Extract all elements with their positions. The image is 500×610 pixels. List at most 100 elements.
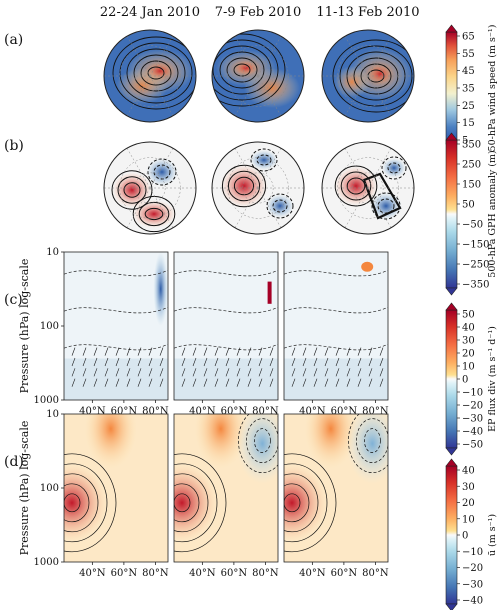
colorbar-tick-label: 10: [462, 362, 475, 373]
colorbar-tick-label: −150: [462, 240, 489, 251]
polar-border: [211, 141, 305, 235]
anomaly-contour: [123, 182, 141, 198]
x-tick-label: 80°N: [142, 568, 169, 579]
divergence-spot: [361, 261, 374, 272]
ep-flux-arrow: [214, 347, 219, 356]
height-contour: [332, 39, 414, 113]
height-contour: [212, 33, 286, 107]
polar-vortex-region: [194, 414, 247, 469]
anomaly-contour: [132, 195, 176, 233]
colorbar-tick-label: −30: [462, 414, 483, 425]
ep-flux-arrow: [203, 378, 208, 387]
height-contour: [226, 57, 258, 83]
divergence-contour: [284, 306, 388, 314]
section-panel: 40°N 60°N 80°N: [283, 413, 389, 579]
easterly-region: [236, 414, 278, 484]
ep-flux-arrow: [335, 357, 340, 367]
x-tick-label: 80°N: [252, 406, 279, 417]
polar-border: [211, 29, 305, 123]
colorbar-tick-label: 15: [462, 118, 475, 129]
ep-flux-arrow: [159, 357, 164, 367]
anomaly-contour: [340, 171, 372, 201]
ep-flux-arrow: [126, 368, 131, 377]
ep-flux-arrow: [225, 368, 230, 377]
wind-contour: [64, 453, 117, 553]
x-tick-label: 60°N: [111, 406, 138, 417]
ep-flux-arrow: [137, 368, 142, 377]
ep-flux-arrow: [126, 378, 131, 387]
colorbar-tick-label: −10: [462, 547, 483, 558]
wind-contour: [64, 483, 90, 523]
ep-flux-arrow: [115, 378, 120, 387]
divergence-contour: [284, 269, 388, 277]
polar-panel: [211, 29, 305, 123]
anomaly-contour: [221, 164, 267, 208]
anomaly-contour-negative: [272, 199, 288, 213]
ep-flux-arrow: [93, 378, 98, 387]
colorbar-tick-label: 45: [462, 66, 475, 77]
y-tick-label: 100: [40, 321, 59, 332]
colorbar-tick-label: −250: [462, 260, 489, 271]
colorbar-tick-label: −50: [462, 440, 483, 451]
latitude-circle: [242, 172, 274, 204]
height-contour: [126, 48, 186, 98]
colorbar-tick-label: 65: [462, 32, 475, 43]
latitude-circle: [352, 172, 384, 204]
ep-flux-arrow: [126, 347, 131, 356]
ep-flux-arrow: [302, 357, 307, 367]
x-tick-label: 40°N: [189, 406, 216, 417]
ep-flux-arrow: [357, 378, 362, 387]
polar-vortex-region: [84, 414, 137, 469]
wind-contour: [174, 463, 218, 543]
y-tick-label: 10: [46, 247, 59, 258]
ep-flux-arrow: [379, 378, 384, 387]
y-tick-label: 1000: [34, 395, 59, 406]
polar-vortex-region: [304, 414, 357, 469]
colorbar-gradient: [445, 465, 458, 605]
height-contour: [360, 63, 392, 89]
colorbar-label: 50-hPa wind speed (m s⁻¹): [487, 25, 498, 152]
ep-flux-arrow: [291, 378, 296, 387]
x-tick-label: 80°N: [362, 406, 389, 417]
ep-flux-arrow: [379, 357, 384, 367]
lower-tropospheric-signal: [174, 358, 278, 400]
ep-flux-arrow: [313, 357, 318, 367]
height-contour: [119, 42, 193, 104]
anomaly-contour: [227, 170, 261, 202]
ep-flux-arrow: [313, 368, 318, 377]
ep-flux-arrow: [236, 357, 241, 367]
colorbar-extend-max: [445, 132, 458, 141]
height-contour: [212, 45, 272, 95]
x-tick-label: 80°N: [142, 406, 169, 417]
divergence-contour: [64, 306, 168, 314]
ep-flux-arrow: [291, 357, 296, 367]
ep-flux-arrow: [159, 368, 164, 377]
ep-flux-arrow: [192, 357, 197, 367]
ep-flux-arrow: [214, 378, 219, 387]
wind-contour: [284, 473, 319, 533]
colorbar-tick-label: 350: [462, 140, 481, 151]
panels: 40°N 60°N 80°N 40°N 60°N 80°N 40°N 60°N 80°N 10 10…: [18, 29, 415, 579]
wind-contour: [174, 483, 200, 523]
ep-flux-arrow: [357, 357, 362, 367]
divergence-contour: [174, 269, 278, 277]
colorbar-tick-label: 50: [462, 200, 475, 211]
wind-contour: [64, 493, 81, 513]
wind-contour: [284, 453, 337, 553]
colorbar: 350 250 150 50 −50 −150 −250 −350 500-hPa GPH an…: [445, 132, 498, 296]
anomaly-contour-negative: [266, 193, 294, 219]
column-title-1: 22-24 Jan 2010: [100, 5, 200, 20]
colorbar-tick-label: 5: [462, 136, 468, 147]
ep-flux-arrow: [225, 347, 230, 356]
ep-flux-arrow: [225, 357, 230, 367]
ep-flux-arrow: [137, 378, 142, 387]
polar-border: [321, 141, 415, 235]
ep-flux-arrow: [71, 368, 76, 377]
wind-contour: [174, 453, 227, 553]
lower-tropospheric-signal: [284, 358, 388, 400]
colorbar-label: EP flux div (m s⁻¹ d⁻¹): [487, 326, 498, 432]
ep-flux-arrow: [368, 378, 373, 387]
ep-flux-arrow: [104, 347, 109, 356]
ep-flux-arrow: [335, 368, 340, 377]
